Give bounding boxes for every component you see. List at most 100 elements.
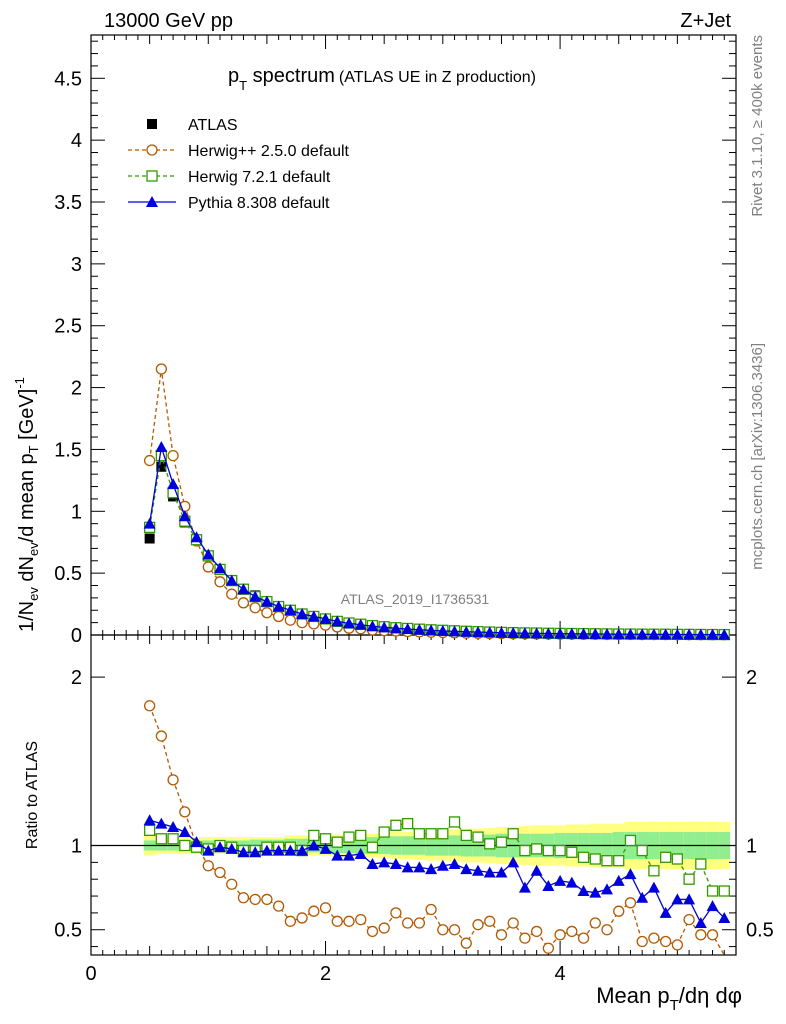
main-point (671, 628, 684, 640)
y-tick-label: 3 (71, 254, 82, 276)
main-point (706, 628, 719, 640)
ratio-point (507, 828, 519, 840)
ratio-point (472, 919, 484, 931)
main-point (425, 624, 438, 636)
ratio-point (378, 856, 391, 868)
main-point (261, 607, 273, 619)
ratio-point (425, 828, 437, 840)
ratio-point (601, 883, 613, 895)
y-tick-label: 3.5 (54, 192, 82, 214)
main-point (589, 628, 602, 640)
legend-label: ATLAS (188, 117, 238, 134)
legend-label: Herwig 7.2.1 default (188, 169, 331, 186)
main-point (565, 627, 578, 639)
y-tick-label: 4 (71, 130, 82, 152)
ratio-point (542, 879, 555, 891)
ratio-point (554, 874, 567, 886)
legend: ATLAS Herwig++ 2.5.0 default Herwig 7.2.1 … (128, 117, 350, 212)
ratio-point (683, 893, 696, 905)
ratio-point (624, 834, 637, 847)
ratio-point (566, 846, 578, 858)
main-point (307, 610, 320, 622)
ratio-point (659, 935, 672, 948)
ratio-point (167, 833, 179, 845)
ratio-point (167, 821, 180, 832)
ratio-point (683, 873, 695, 885)
ratio-point (601, 855, 613, 867)
ratio-point (214, 866, 226, 879)
ratio-point (577, 932, 590, 944)
ratio-point (143, 824, 156, 837)
ratio-point (413, 861, 426, 873)
main-point (366, 620, 379, 632)
ratio-point (155, 730, 168, 742)
ratio-point (308, 829, 320, 842)
ratio-point (389, 858, 402, 870)
ratio-point (671, 939, 684, 951)
ratio-point (706, 929, 719, 941)
y-axis-label-ratio: Ratio to ATLAS (24, 741, 41, 849)
main-point (507, 627, 520, 639)
ratio-point (331, 915, 343, 927)
x-tick-label: 4 (555, 963, 566, 985)
x-tick-label: 2 (320, 963, 331, 985)
main-point (202, 561, 214, 573)
main-point (577, 627, 590, 639)
main-point (237, 597, 250, 609)
ratio-point (495, 836, 508, 848)
ratio-point (354, 847, 367, 859)
ratio-point (249, 893, 261, 906)
ratio-point (237, 892, 250, 904)
main-line (148, 455, 725, 636)
ratio-point (272, 900, 285, 912)
main-point (647, 628, 660, 640)
ratio-point (542, 844, 555, 857)
ratio-point (378, 826, 390, 838)
main-point (144, 533, 155, 544)
ratio-point (565, 876, 578, 888)
ratio-point (566, 925, 578, 938)
ratio-point (167, 774, 179, 786)
main-point (378, 621, 391, 633)
ratio-y-tick-label-right: 1 (746, 836, 757, 858)
rivet-label: Rivet 3.1.10, ≥ 400k events (749, 35, 766, 217)
svg-text:1/Nev dNev/d mean pT [GeV]-1: 1/Nev dNev/d mean pT [GeV]-1 (12, 377, 41, 632)
axis-ticks: 0 2 400.511.522.533.544.50.5 0.51 12 2 (54, 35, 774, 985)
ratio-point (437, 828, 449, 840)
main-point (401, 623, 414, 635)
ratio-point (671, 893, 684, 905)
main-point (202, 548, 215, 560)
main-point (694, 628, 707, 640)
main-point (167, 449, 179, 462)
ratio-point (366, 841, 379, 853)
main-point (460, 625, 473, 637)
ratio-point (472, 864, 484, 876)
main-point (272, 600, 285, 612)
main-point (659, 628, 672, 640)
ratio-point (319, 833, 332, 845)
main-point (601, 628, 613, 640)
legend-marker (146, 196, 158, 207)
ratio-point (355, 829, 367, 842)
ratio-point (706, 900, 719, 912)
ratio-point (460, 829, 472, 842)
main-point (448, 625, 461, 637)
main-point (226, 588, 238, 600)
ratio-point (343, 915, 355, 927)
y-tick-label: 0 (71, 625, 82, 647)
main-point (155, 363, 168, 375)
main-point (143, 454, 156, 467)
y-tick-label: 0.5 (54, 563, 82, 585)
main-point (683, 628, 696, 640)
data-series (143, 363, 731, 956)
ratio-point (601, 924, 613, 936)
main-point (214, 576, 226, 588)
main-point (718, 628, 731, 640)
ratio-point (143, 814, 156, 826)
y-tick-label: 2 (71, 378, 82, 400)
main-point (178, 510, 191, 522)
ratio-point (155, 833, 168, 845)
ratio-point (225, 842, 238, 854)
ratio-point (436, 859, 449, 871)
